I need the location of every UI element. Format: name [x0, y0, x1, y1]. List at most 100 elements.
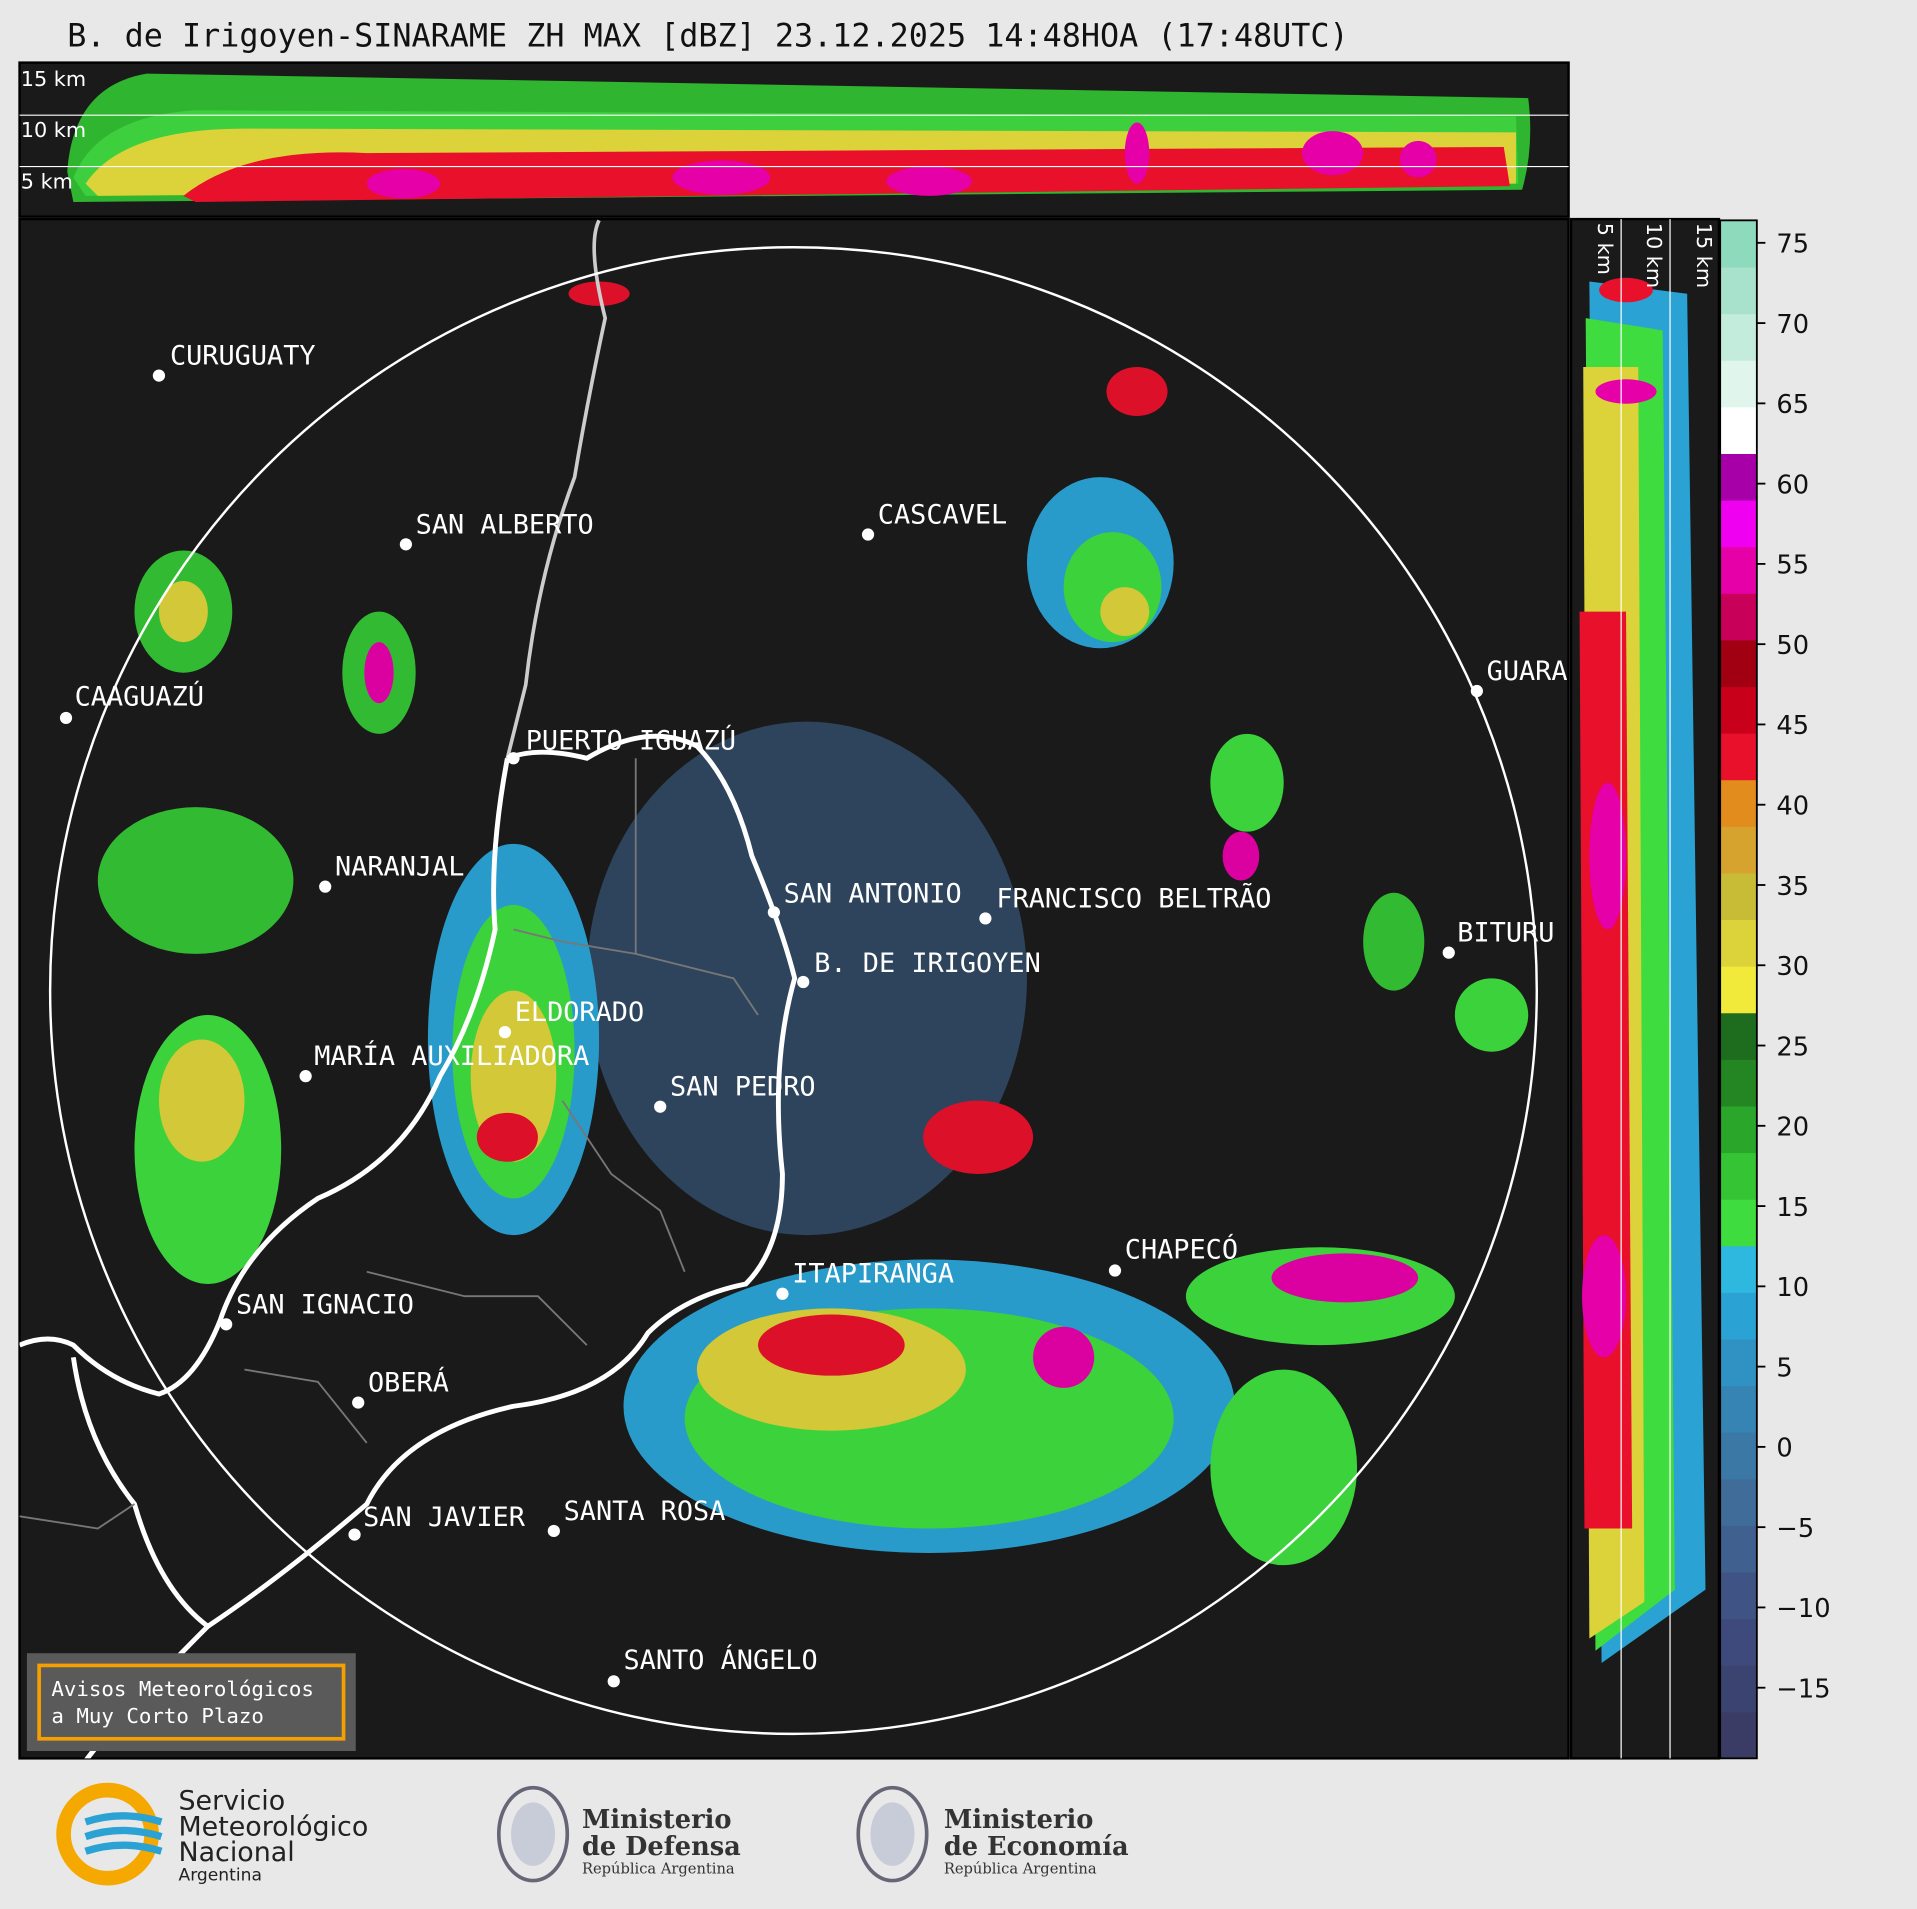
colorbar-band	[1720, 733, 1757, 781]
colorbar-band	[1720, 1478, 1757, 1526]
city: NARANJAL	[319, 852, 464, 893]
colorbar-band	[1720, 1571, 1757, 1620]
colorbar-band	[1720, 779, 1757, 827]
colorbar-band	[1720, 919, 1757, 967]
colorbar-band	[1720, 1385, 1757, 1433]
colorbar-tick-label: 55	[1776, 551, 1809, 581]
city-label: OBERÁ	[368, 1367, 449, 1399]
height-label: 5 km	[21, 170, 73, 194]
city: BITURU	[1442, 918, 1554, 959]
colorbar-band	[1720, 1711, 1757, 1759]
colorbar-tick-label: 10	[1776, 1273, 1809, 1303]
colorbar-band	[1720, 546, 1757, 594]
city-label: CASCAVEL	[878, 500, 1007, 531]
colorbar-band	[1720, 872, 1757, 921]
city: SAN ALBERTO	[399, 509, 594, 551]
colorbar-tick-label: 70	[1776, 310, 1809, 340]
logo-defensa: Ministerio de Defensa República Argentin…	[496, 1785, 741, 1883]
city: SANTO ÁNGELO	[607, 1644, 818, 1688]
logo-text: Argentina	[178, 1866, 261, 1886]
city: CASCAVEL	[861, 500, 1007, 541]
colorbar-band	[1720, 593, 1757, 641]
colorbar-band	[1720, 639, 1757, 688]
city: CAAGUAZÚ	[59, 681, 204, 725]
colorbar-band	[1720, 1059, 1757, 1107]
city-label: SANTA ROSA	[564, 1496, 726, 1527]
city-label: CURUGUATY	[170, 341, 316, 372]
city: SANTA ROSA	[547, 1496, 726, 1538]
colorbar-band	[1720, 406, 1757, 454]
colorbar: −15 −10 −5 0 5 10 15 20 25 30 35 40 45 50 55 60 65 70 75	[1719, 219, 1831, 1760]
colorbar-tick-label: 45	[1776, 711, 1809, 741]
colorbar-tick-label: 20	[1776, 1113, 1809, 1143]
colorbar-band	[1720, 1525, 1757, 1573]
colorbar-band	[1720, 453, 1757, 501]
city: ELDORADO	[498, 997, 644, 1039]
colorbar-band	[1720, 1152, 1757, 1200]
colorbar-tick-label: 15	[1776, 1193, 1809, 1223]
city-label: PUERTO IGUAZÚ	[526, 725, 736, 757]
city: MARÍA AUXILIADORA	[299, 1040, 589, 1083]
city-label: SAN ALBERTO	[416, 509, 594, 540]
city: SAN PEDRO	[654, 1072, 816, 1113]
city: SAN JAVIER	[348, 1502, 526, 1541]
logo-text: Ministerio	[944, 1805, 1094, 1835]
city: CHAPECÓ	[1108, 1233, 1238, 1277]
city-label: SAN JAVIER	[363, 1502, 526, 1533]
colorbar-band	[1720, 1199, 1757, 1247]
logo-text: República Argentina	[944, 1860, 1097, 1877]
colorbar-band	[1720, 360, 1757, 408]
city-label: B. DE IRIGOYEN	[814, 948, 1041, 979]
city: ITAPIRANGA	[776, 1259, 954, 1300]
logo-text: de Defensa	[582, 1832, 741, 1862]
logo-text: Ministerio	[582, 1805, 732, 1835]
cities: CURUGUATY SAN ALBERTO CASCAVEL CAAGUAZÚ …	[59, 341, 1568, 1688]
colorbar-band	[1720, 313, 1757, 361]
height-label: 10 km	[1642, 223, 1666, 288]
colorbar-band	[1720, 1245, 1757, 1293]
side-echoes	[1579, 277, 1706, 1663]
city-label: CHAPECÓ	[1125, 1233, 1238, 1265]
colorbar-tick-label: 60	[1776, 470, 1809, 500]
city: SAN ANTONIO	[767, 879, 962, 919]
colorbar-band	[1720, 826, 1757, 874]
colorbar-band	[1720, 966, 1757, 1014]
colorbar-band	[1720, 1665, 1757, 1713]
colorbar-frame	[1719, 219, 1758, 1760]
city-label: ELDORADO	[515, 997, 644, 1028]
colorbar-tick-label: 35	[1776, 872, 1809, 902]
city-label: BITURU	[1457, 918, 1554, 949]
colorbar-band	[1720, 686, 1757, 734]
colorbar-tick-label: 30	[1776, 952, 1809, 982]
colorbar-band	[1720, 499, 1757, 548]
height-label: 15 km	[21, 67, 86, 91]
colorbar-tick-label: 25	[1776, 1032, 1809, 1062]
colorbar-band	[1720, 1105, 1757, 1154]
top-echoes	[67, 73, 1531, 203]
colorbar-tick-label: −5	[1776, 1514, 1814, 1544]
colorbar-band	[1720, 1432, 1757, 1480]
colorbar-tick-label: 75	[1776, 230, 1809, 260]
city: CURUGUATY	[152, 341, 316, 382]
notice-text: Avisos Meteorológicos	[51, 1677, 314, 1701]
city: B. DE IRIGOYEN	[797, 948, 1041, 989]
colorbar-band	[1720, 1292, 1757, 1340]
city-label: NARANJAL	[335, 852, 464, 883]
city-label: FRANCISCO BELTRÃO	[996, 882, 1271, 914]
colorbar-band	[1720, 266, 1757, 315]
colorbar-band	[1720, 1618, 1757, 1666]
colorbar-tick-label: 0	[1776, 1434, 1792, 1464]
height-label: 15 km	[1692, 223, 1716, 288]
colorbar-tick-label: 50	[1776, 631, 1809, 661]
colorbar-band	[1720, 220, 1757, 268]
notice-box[interactable]	[26, 1653, 356, 1752]
colorbar-tick-label: 5	[1776, 1353, 1792, 1383]
height-label: 5 km	[1593, 223, 1617, 275]
logo-text: República Argentina	[582, 1860, 735, 1877]
city: SAN IGNACIO	[220, 1289, 414, 1331]
title: B. de Irigoyen-SINARAME ZH MAX [dBZ] 23.…	[67, 19, 1348, 55]
city: PUERTO IGUAZÚ	[507, 725, 736, 765]
notice-border	[37, 1663, 346, 1741]
